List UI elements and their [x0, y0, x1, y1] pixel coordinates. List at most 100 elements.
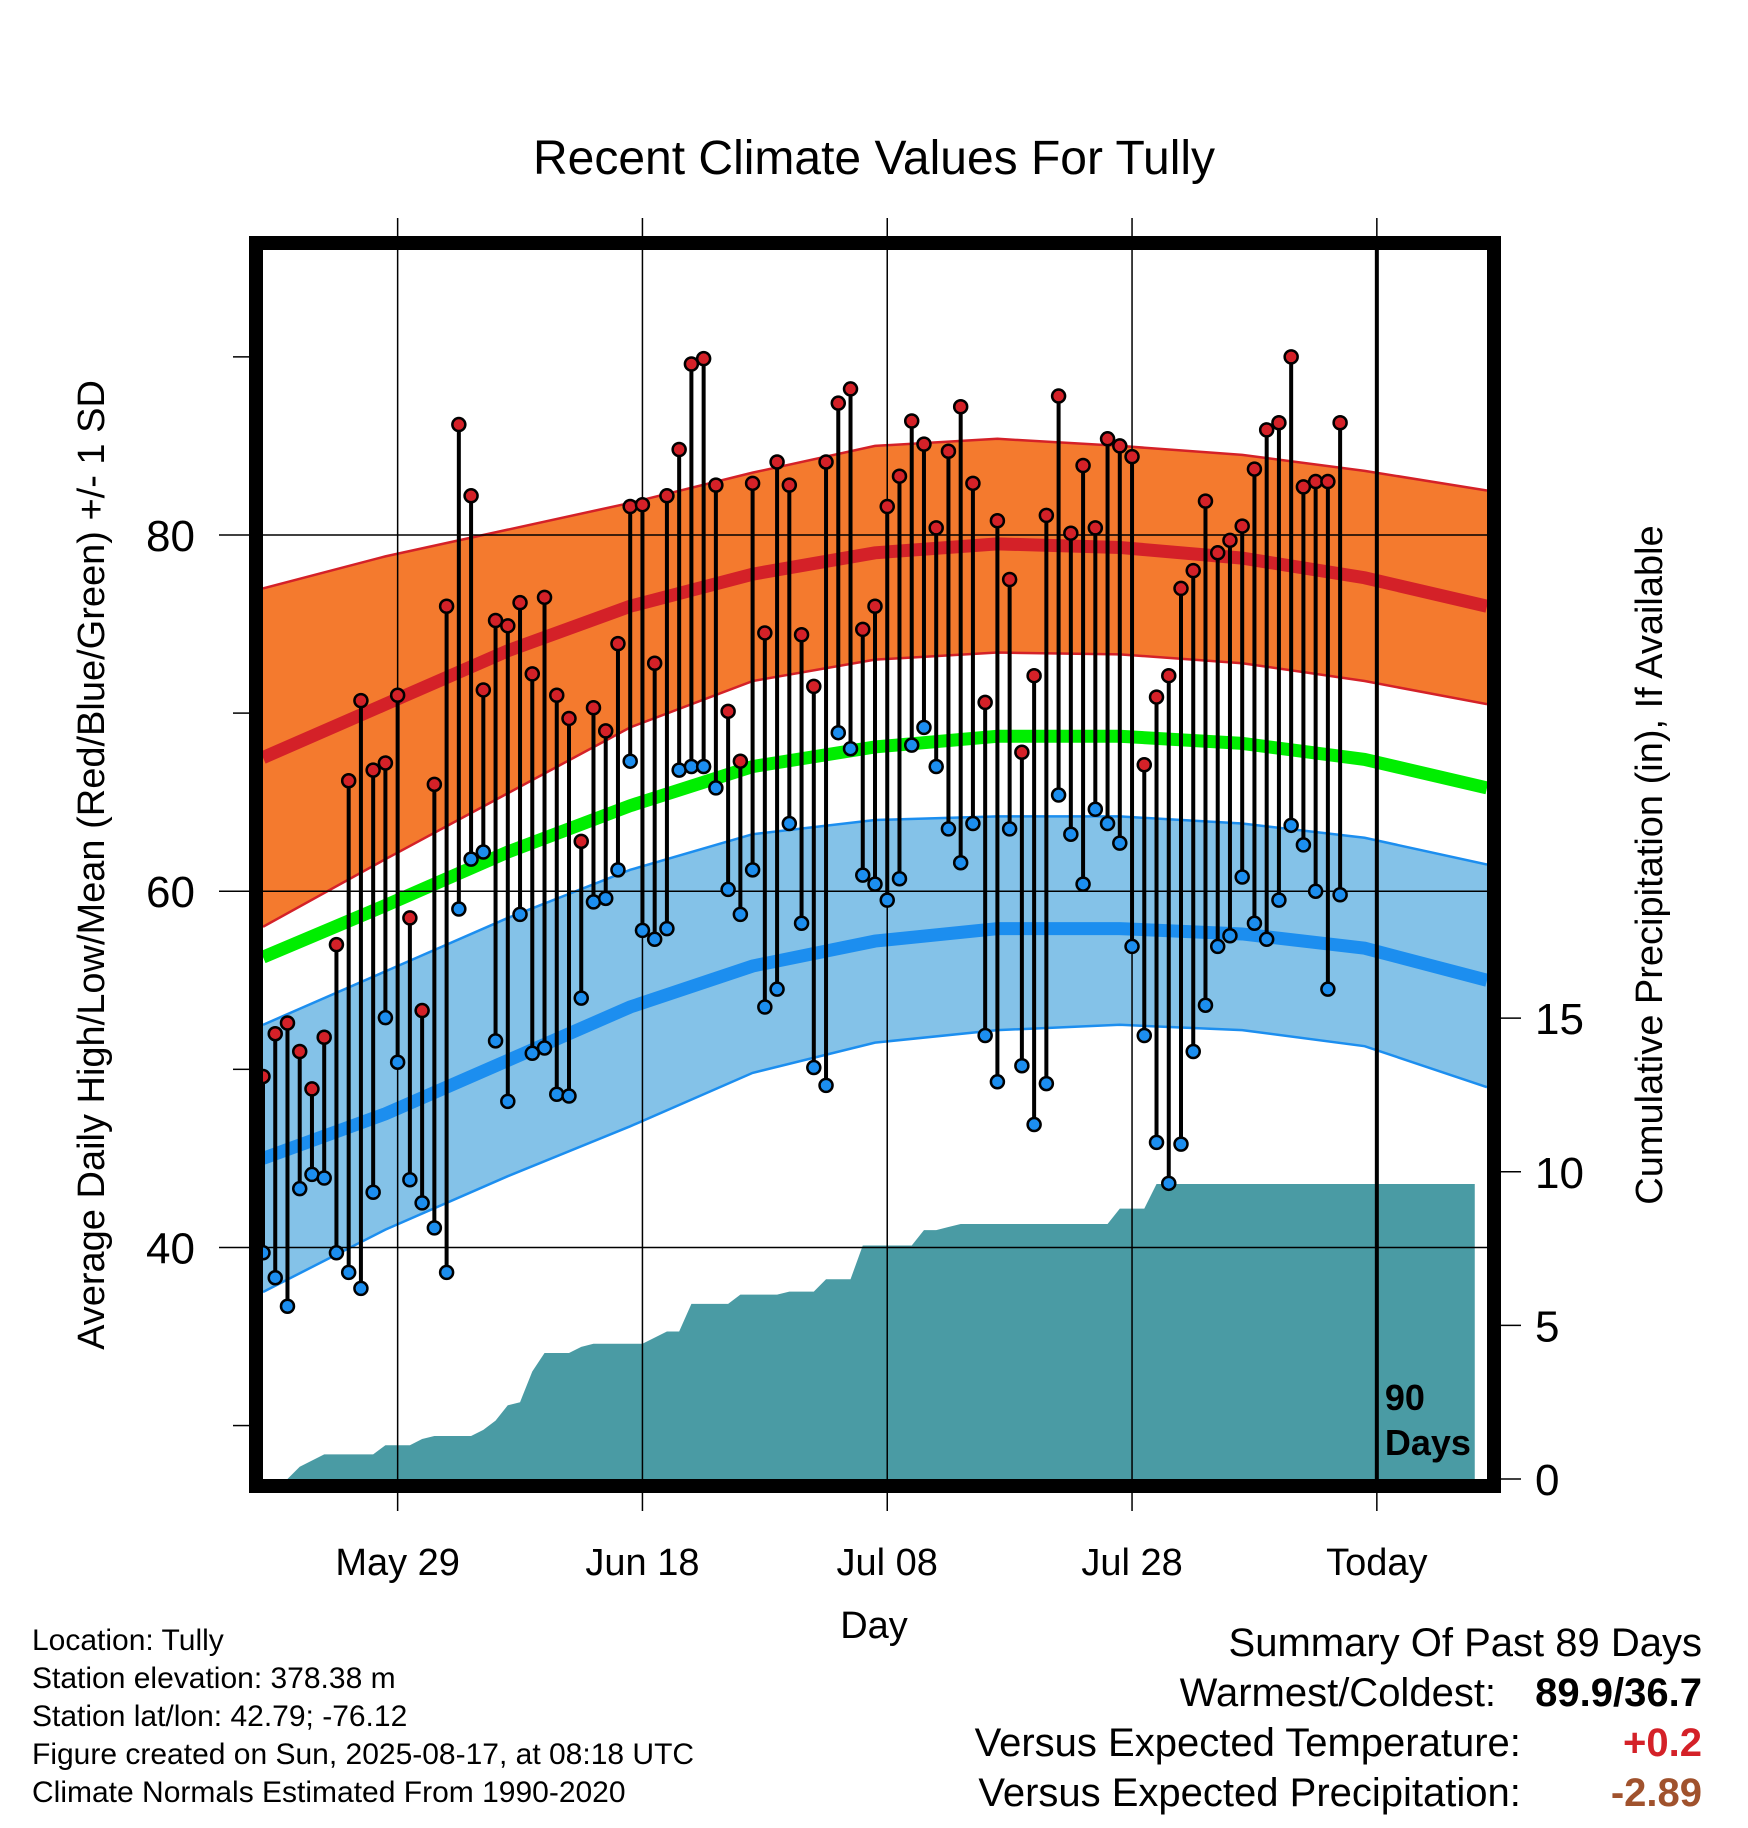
daily-high-point [1014, 744, 1030, 761]
daily-low-point [646, 931, 663, 948]
daily-high-point [1026, 667, 1042, 684]
daily-high-point [965, 475, 981, 492]
daily-low-point [585, 894, 602, 910]
daily-low-point [1346, 0, 1359, 7]
daily-high-point [683, 356, 700, 372]
daily-low-point [1197, 997, 1214, 1013]
daily-high-point [1234, 518, 1250, 534]
daily-low-point [402, 1172, 418, 1188]
daily-high-point [328, 936, 345, 953]
chart-title: Recent Climate Values For Tully [533, 132, 1215, 185]
daily-high-point [1038, 507, 1055, 524]
daily-high-point [1173, 580, 1189, 597]
daily-high-point [671, 441, 687, 458]
daily-low-point [695, 758, 712, 775]
daily-high-point [867, 598, 883, 614]
daily-high-point [1271, 415, 1287, 431]
summary-panel: Summary Of Past 89 Days Warmest/Coldest:… [975, 1618, 1702, 1818]
daily-low-point [291, 1180, 308, 1197]
daily-low-point [328, 1245, 345, 1261]
daily-high-point [1346, 0, 1359, 7]
daily-high-point [855, 621, 871, 638]
y-right-tick-label: 10 [1535, 1149, 1584, 1198]
daily-low-point [1258, 931, 1275, 948]
daily-high-point [291, 1043, 308, 1060]
daily-high-point [585, 700, 602, 716]
warm-cold-value: 89.9/36.7 [1535, 1671, 1702, 1715]
daily-high-point [1295, 479, 1312, 495]
daily-low-point [1222, 927, 1238, 944]
daily-low-point [1087, 801, 1104, 818]
daily-low-point [720, 881, 736, 898]
y-right-tick-label: 5 [1535, 1302, 1559, 1351]
temp-value: +0.2 [1623, 1721, 1702, 1765]
daily-high-point [263, 1068, 271, 1085]
daily-low-point [451, 901, 467, 917]
y-right-tick-label: 0 [1535, 1456, 1559, 1505]
daily-low-point [781, 815, 798, 832]
daily-low-point [365, 1184, 381, 1200]
daily-low-point [622, 753, 638, 769]
daily-high-point [365, 762, 381, 778]
daily-high-point [732, 753, 749, 769]
daily-high-point [916, 436, 932, 452]
daily-high-point [659, 488, 675, 504]
daily-high-point [634, 496, 651, 513]
daily-low-point [1050, 787, 1067, 803]
daily-high-point [977, 694, 993, 711]
low-normal-line [263, 922, 1487, 1165]
daily-high-point [573, 833, 589, 850]
daily-high-point [928, 520, 944, 536]
daily-low-point [708, 780, 724, 796]
y-right-tick-label: 15 [1535, 995, 1584, 1044]
daily-high-point [561, 710, 577, 727]
daily-high-point [1320, 473, 1336, 490]
daily-low-point [340, 1264, 357, 1281]
x-tick-label: May 29 [335, 1542, 460, 1584]
daily-low-point [377, 1009, 394, 1026]
daily-low-point [1063, 826, 1079, 842]
daily-low-point [1001, 821, 1018, 837]
daily-low-point [818, 1077, 834, 1094]
daily-high-point [279, 1015, 296, 1031]
x-tick-label: Today [1326, 1542, 1427, 1584]
daily-low-point [842, 740, 859, 757]
daily-low-point [916, 719, 932, 736]
daily-high-point [806, 678, 822, 695]
daily-high-point [610, 635, 626, 652]
daily-low-point [879, 892, 895, 908]
daily-low-point [487, 1033, 504, 1049]
summary-title: Summary Of Past 89 Days [1228, 1621, 1702, 1665]
daily-high-point [903, 413, 920, 429]
daily-low-point [1320, 981, 1336, 997]
daily-high-point [1209, 545, 1226, 561]
daily-low-point [1099, 815, 1116, 832]
precip-label: Versus Expected Precipitation: [978, 1771, 1521, 1815]
daily-low-point [659, 920, 675, 937]
daily-low-point [524, 1045, 541, 1062]
daily-low-point [1038, 1075, 1055, 1092]
daily-high-point [316, 1029, 332, 1046]
daily-high-point [646, 655, 663, 671]
daily-low-point [671, 762, 687, 778]
daily-high-point [512, 594, 528, 611]
daily-low-point [597, 890, 614, 907]
daily-high-point [744, 475, 761, 492]
temp-label: Versus Expected Temperature: [974, 1721, 1521, 1765]
daily-high-point [1124, 448, 1140, 465]
temp-row: Versus Expected Temperature: +0.2 [975, 1718, 1702, 1768]
daily-low-point [438, 1264, 455, 1281]
daily-high-point [708, 477, 724, 493]
daily-high-point [695, 350, 712, 367]
daily-high-point [1197, 493, 1214, 509]
y-right-axis-label: Cumulative Precipitation (in), If Availa… [1629, 525, 1671, 1204]
daily-low-point [1148, 1134, 1165, 1151]
daily-low-point [830, 724, 847, 741]
daily-high-point [830, 395, 847, 411]
plot-frame [249, 236, 1501, 1493]
daily-low-point [536, 1040, 553, 1056]
daily-low-point [744, 862, 761, 878]
warm-cold-label: Warmest/Coldest: [1179, 1671, 1497, 1715]
daily-low-point [806, 1059, 822, 1076]
daily-low-point [769, 981, 785, 997]
